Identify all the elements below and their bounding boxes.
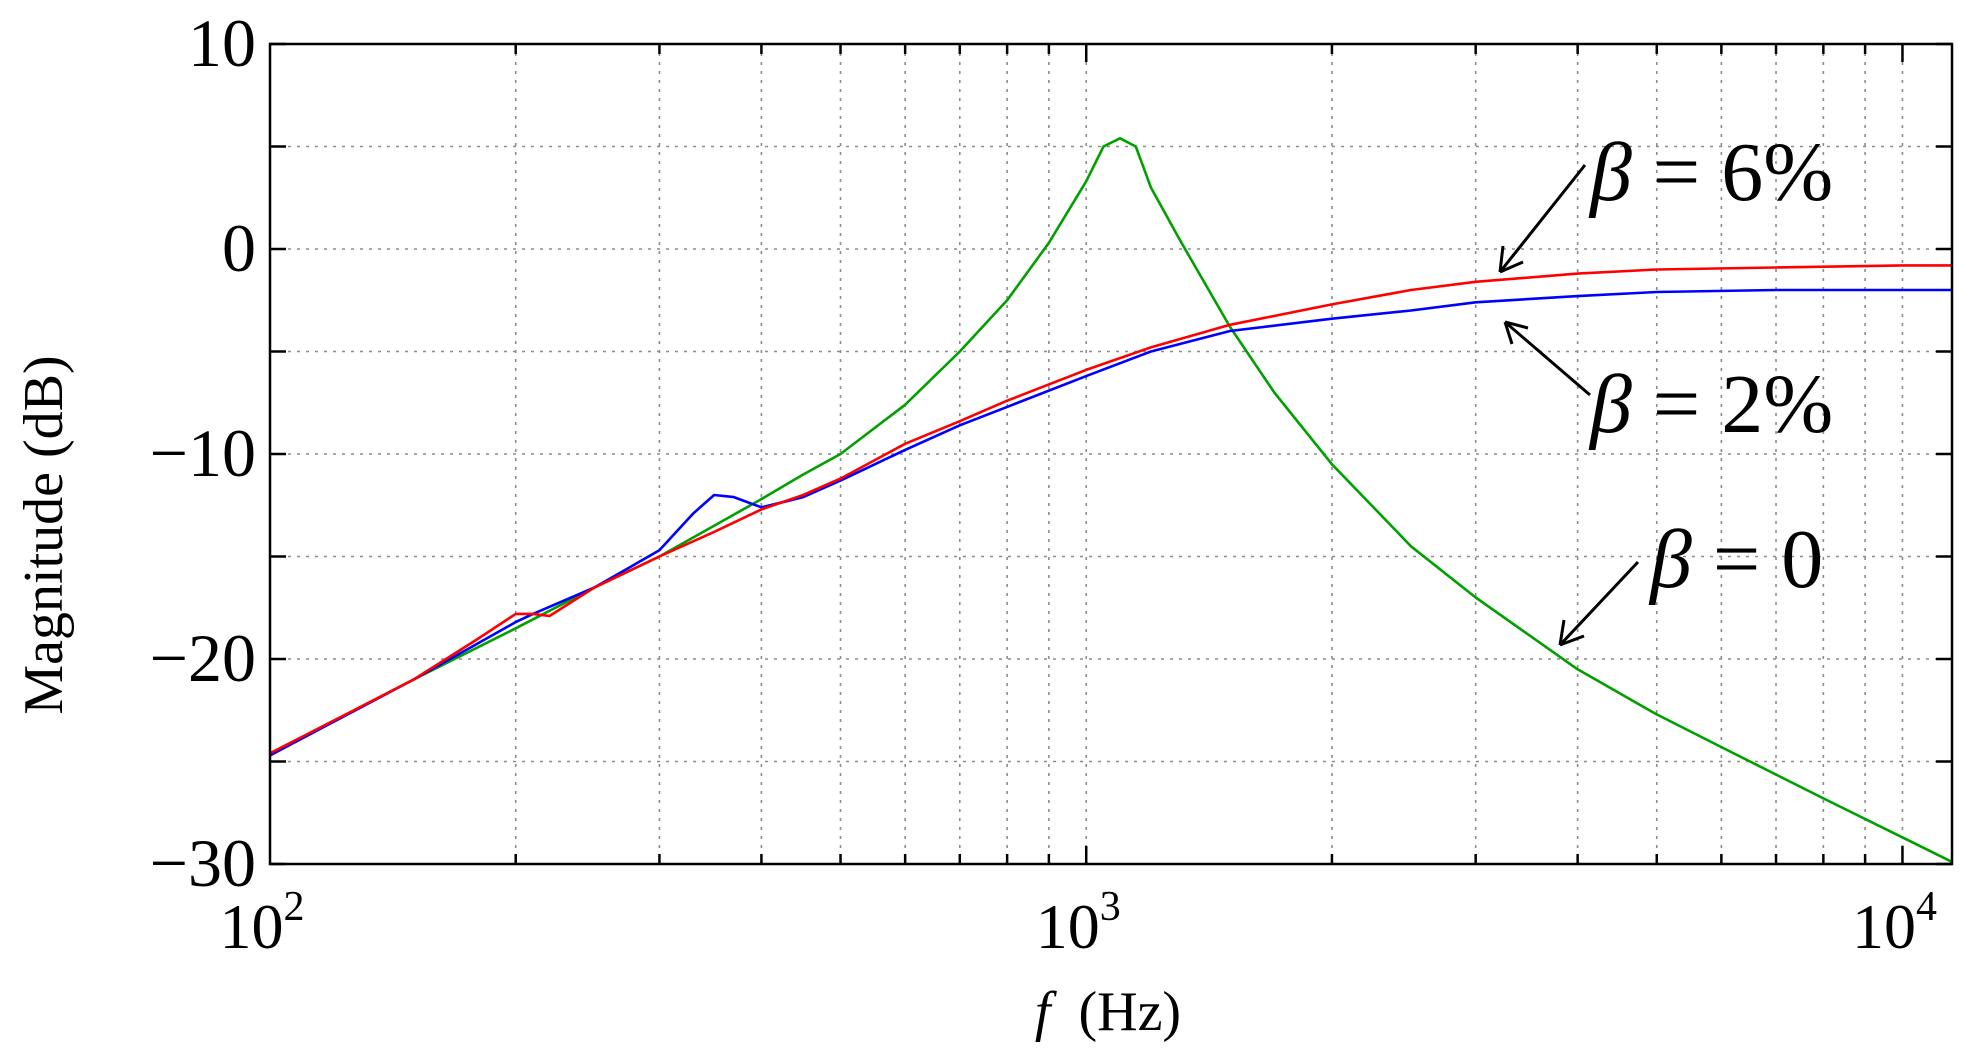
x-tick-label: 104 <box>1852 884 1937 962</box>
annotation-beta-0-text: = 0 <box>1692 513 1823 606</box>
y-tick-label: −10 <box>150 415 256 491</box>
annotation-beta-2: β = 2% <box>1588 358 1833 451</box>
y-axis-label: Magnitude (dB) <box>13 355 75 714</box>
x-tick-label: 102 <box>220 884 305 962</box>
series-line-green <box>269 137 1953 864</box>
series-layer <box>269 137 1953 864</box>
annotation-beta-2-symbol: β <box>1588 358 1632 451</box>
grid <box>270 44 1952 864</box>
annotation-beta-6-text: = 6% <box>1632 126 1833 219</box>
annotation-beta-2-text: = 2% <box>1632 358 1833 451</box>
annotation-beta-6-symbol: β <box>1588 126 1632 219</box>
annotation-beta-0-symbol: β <box>1648 513 1692 606</box>
annotation-beta-6: β = 6% <box>1588 126 1833 219</box>
y-tick-labels: 10 0 −10 −20 −30 <box>150 5 256 901</box>
tick-marks <box>270 42 1952 866</box>
series-line-blue <box>269 288 1952 757</box>
x-tick-labels: 102 103 104 <box>220 884 1937 962</box>
series-line-red <box>269 264 1952 755</box>
y-tick-label: 0 <box>222 210 256 286</box>
x-axis-unit: (Hz) <box>1078 981 1181 1043</box>
y-tick-label: −30 <box>150 825 256 901</box>
y-tick-label: −20 <box>150 620 256 696</box>
annotation-beta-2-arrow <box>1503 320 1591 397</box>
annotation-beta-0: β = 0 <box>1648 513 1823 606</box>
x-axis-symbol: f <box>1035 981 1058 1043</box>
annotation-beta-0-arrow <box>1558 560 1640 647</box>
x-axis-label: f (Hz) <box>1035 981 1181 1043</box>
annotations: β = 6% β = 2% β = 0 <box>1498 126 1833 647</box>
y-tick-label: 10 <box>188 5 256 81</box>
annotation-beta-6-arrow <box>1498 164 1587 274</box>
x-tick-label: 103 <box>1036 884 1121 962</box>
